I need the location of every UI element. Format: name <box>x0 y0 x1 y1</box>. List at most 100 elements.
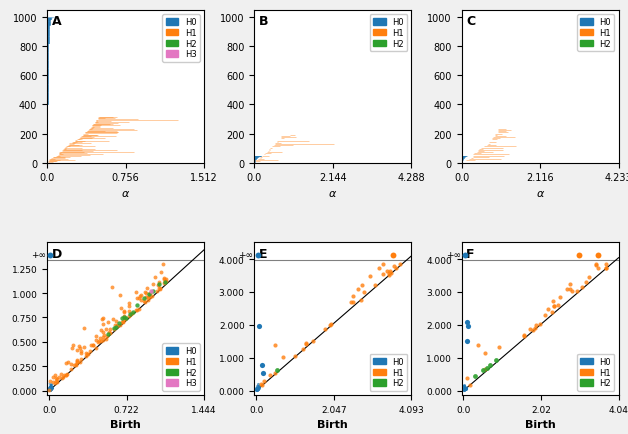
Point <box>45 385 55 391</box>
Point <box>45 383 55 390</box>
Point <box>46 385 57 392</box>
Point <box>458 385 468 392</box>
Point <box>278 354 288 361</box>
Point <box>126 311 136 318</box>
Point <box>45 385 55 392</box>
Point <box>480 349 490 356</box>
Point <box>45 384 55 391</box>
Point <box>593 252 603 259</box>
Point <box>46 386 56 393</box>
Text: B: B <box>259 16 269 28</box>
Point <box>45 385 55 392</box>
X-axis label: α: α <box>122 188 129 198</box>
Point <box>555 294 565 301</box>
Point <box>52 378 62 385</box>
Point <box>584 274 594 281</box>
Point <box>251 386 261 393</box>
Point <box>460 382 470 389</box>
Point <box>45 387 55 394</box>
Point <box>46 385 56 392</box>
Point <box>45 385 55 392</box>
Point <box>45 386 55 393</box>
Point <box>46 385 57 391</box>
Point <box>531 322 541 329</box>
Point <box>573 252 583 259</box>
Point <box>254 385 264 392</box>
Point <box>61 372 71 378</box>
Point <box>156 269 166 276</box>
Point <box>45 386 55 393</box>
Point <box>45 386 55 393</box>
Point <box>152 288 162 295</box>
Point <box>543 306 553 312</box>
Point <box>45 385 55 392</box>
Point <box>45 382 55 389</box>
Point <box>46 385 56 391</box>
Point <box>460 385 470 392</box>
Point <box>378 261 388 268</box>
Point <box>86 342 96 349</box>
Point <box>154 286 165 293</box>
Point <box>251 387 261 394</box>
Point <box>519 333 529 340</box>
Point <box>46 385 57 392</box>
Point <box>252 387 262 394</box>
Point <box>46 386 56 393</box>
Point <box>45 385 55 392</box>
Point <box>46 384 57 391</box>
Point <box>45 386 55 393</box>
Point <box>46 381 56 388</box>
Point <box>95 335 105 342</box>
Point <box>45 387 55 394</box>
Point <box>45 386 55 393</box>
Point <box>65 360 75 367</box>
Point <box>101 335 111 342</box>
Point <box>519 332 529 339</box>
Point <box>75 343 85 350</box>
Point <box>251 384 261 391</box>
Point <box>98 329 108 335</box>
Point <box>549 303 559 310</box>
Point <box>44 386 54 393</box>
Point <box>45 386 55 393</box>
Point <box>460 386 470 393</box>
Point <box>460 386 470 393</box>
Point <box>45 384 55 391</box>
Point <box>99 332 109 339</box>
Point <box>141 290 151 297</box>
Point <box>75 358 85 365</box>
Point <box>46 386 56 393</box>
Point <box>62 370 72 377</box>
Point <box>459 387 469 394</box>
Point <box>45 384 55 391</box>
Point <box>462 375 472 381</box>
Point <box>47 385 57 391</box>
Point <box>81 350 91 357</box>
Point <box>348 299 358 306</box>
Point <box>45 387 55 394</box>
Point <box>45 387 55 394</box>
Legend: H0, H1, H2: H0, H1, H2 <box>577 15 614 52</box>
Point <box>45 383 55 390</box>
Point <box>59 372 69 379</box>
Legend: H0, H1, H2, H3: H0, H1, H2, H3 <box>163 343 200 391</box>
Point <box>252 385 262 391</box>
Point <box>269 342 279 349</box>
Point <box>139 289 149 296</box>
Point <box>384 272 394 279</box>
Point <box>577 284 587 291</box>
Point <box>121 315 131 322</box>
Point <box>46 385 56 392</box>
Point <box>251 386 261 393</box>
Point <box>161 276 171 283</box>
Point <box>45 386 55 393</box>
Point <box>45 383 55 390</box>
Point <box>92 339 102 345</box>
Point <box>45 385 55 392</box>
Point <box>45 387 55 394</box>
Point <box>45 386 55 393</box>
Point <box>45 386 55 393</box>
Point <box>535 321 545 328</box>
Point <box>45 384 55 391</box>
Point <box>51 378 61 385</box>
